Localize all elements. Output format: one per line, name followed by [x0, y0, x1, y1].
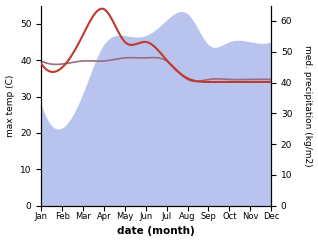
X-axis label: date (month): date (month) [117, 227, 195, 236]
Y-axis label: max temp (C): max temp (C) [5, 74, 15, 137]
Y-axis label: med. precipitation (kg/m2): med. precipitation (kg/m2) [303, 45, 313, 166]
